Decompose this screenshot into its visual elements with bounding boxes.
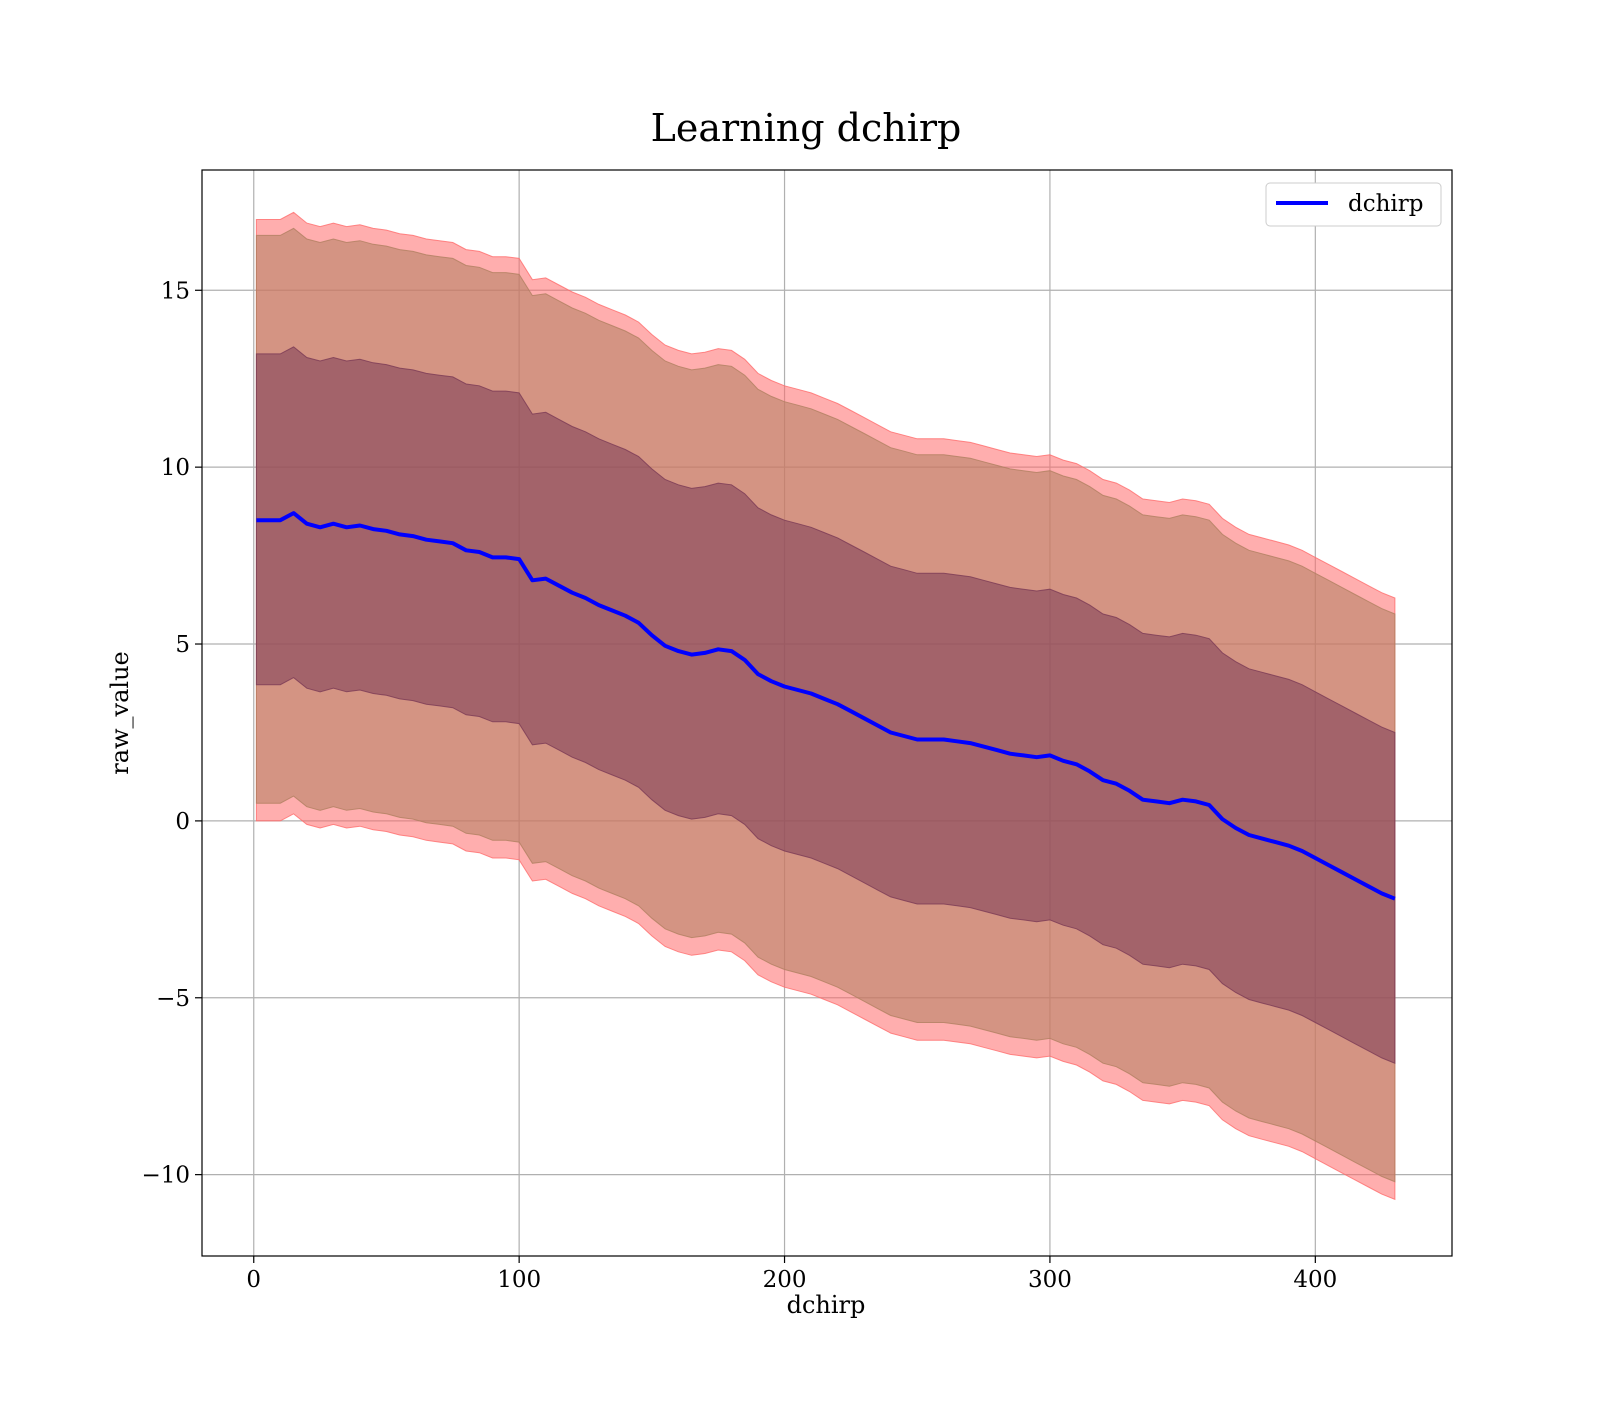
chart-title: Learning dchirp [651,106,962,150]
y-tick-label-2: 0 [175,809,190,835]
x-tick-label-4: 400 [1293,1267,1337,1293]
legend-box [1265,182,1442,227]
y-tick-label-5: 15 [161,278,190,304]
series-line-dchirp [256,511,1396,901]
x-axis-label: dchirp [787,1291,866,1319]
y-tick-label-4: 10 [161,455,190,481]
legend-label-dchirp: dchirp [1348,191,1424,217]
x-axis-ticks: 0 100 200 300 400 [246,1256,1337,1293]
x-tick-label-1: 100 [497,1267,541,1293]
plot-frame [201,169,1453,1257]
x-tick-label-3: 300 [1028,1267,1072,1293]
y-tick-label-3: 5 [175,632,190,658]
y-axis-ticks: −10 −5 0 5 10 15 [141,278,202,1189]
series-lines [256,511,1396,901]
legend: dchirp [1265,182,1442,227]
confidence-band-2 [255,346,1396,1064]
x-tick-label-2: 200 [763,1267,807,1293]
confidence-bands [255,211,1396,1201]
y-tick-label-1: −5 [156,986,190,1012]
y-axis-label: raw_value [106,651,134,775]
y-tick-label-0: −10 [141,1163,190,1189]
x-tick-label-0: 0 [246,1267,261,1293]
